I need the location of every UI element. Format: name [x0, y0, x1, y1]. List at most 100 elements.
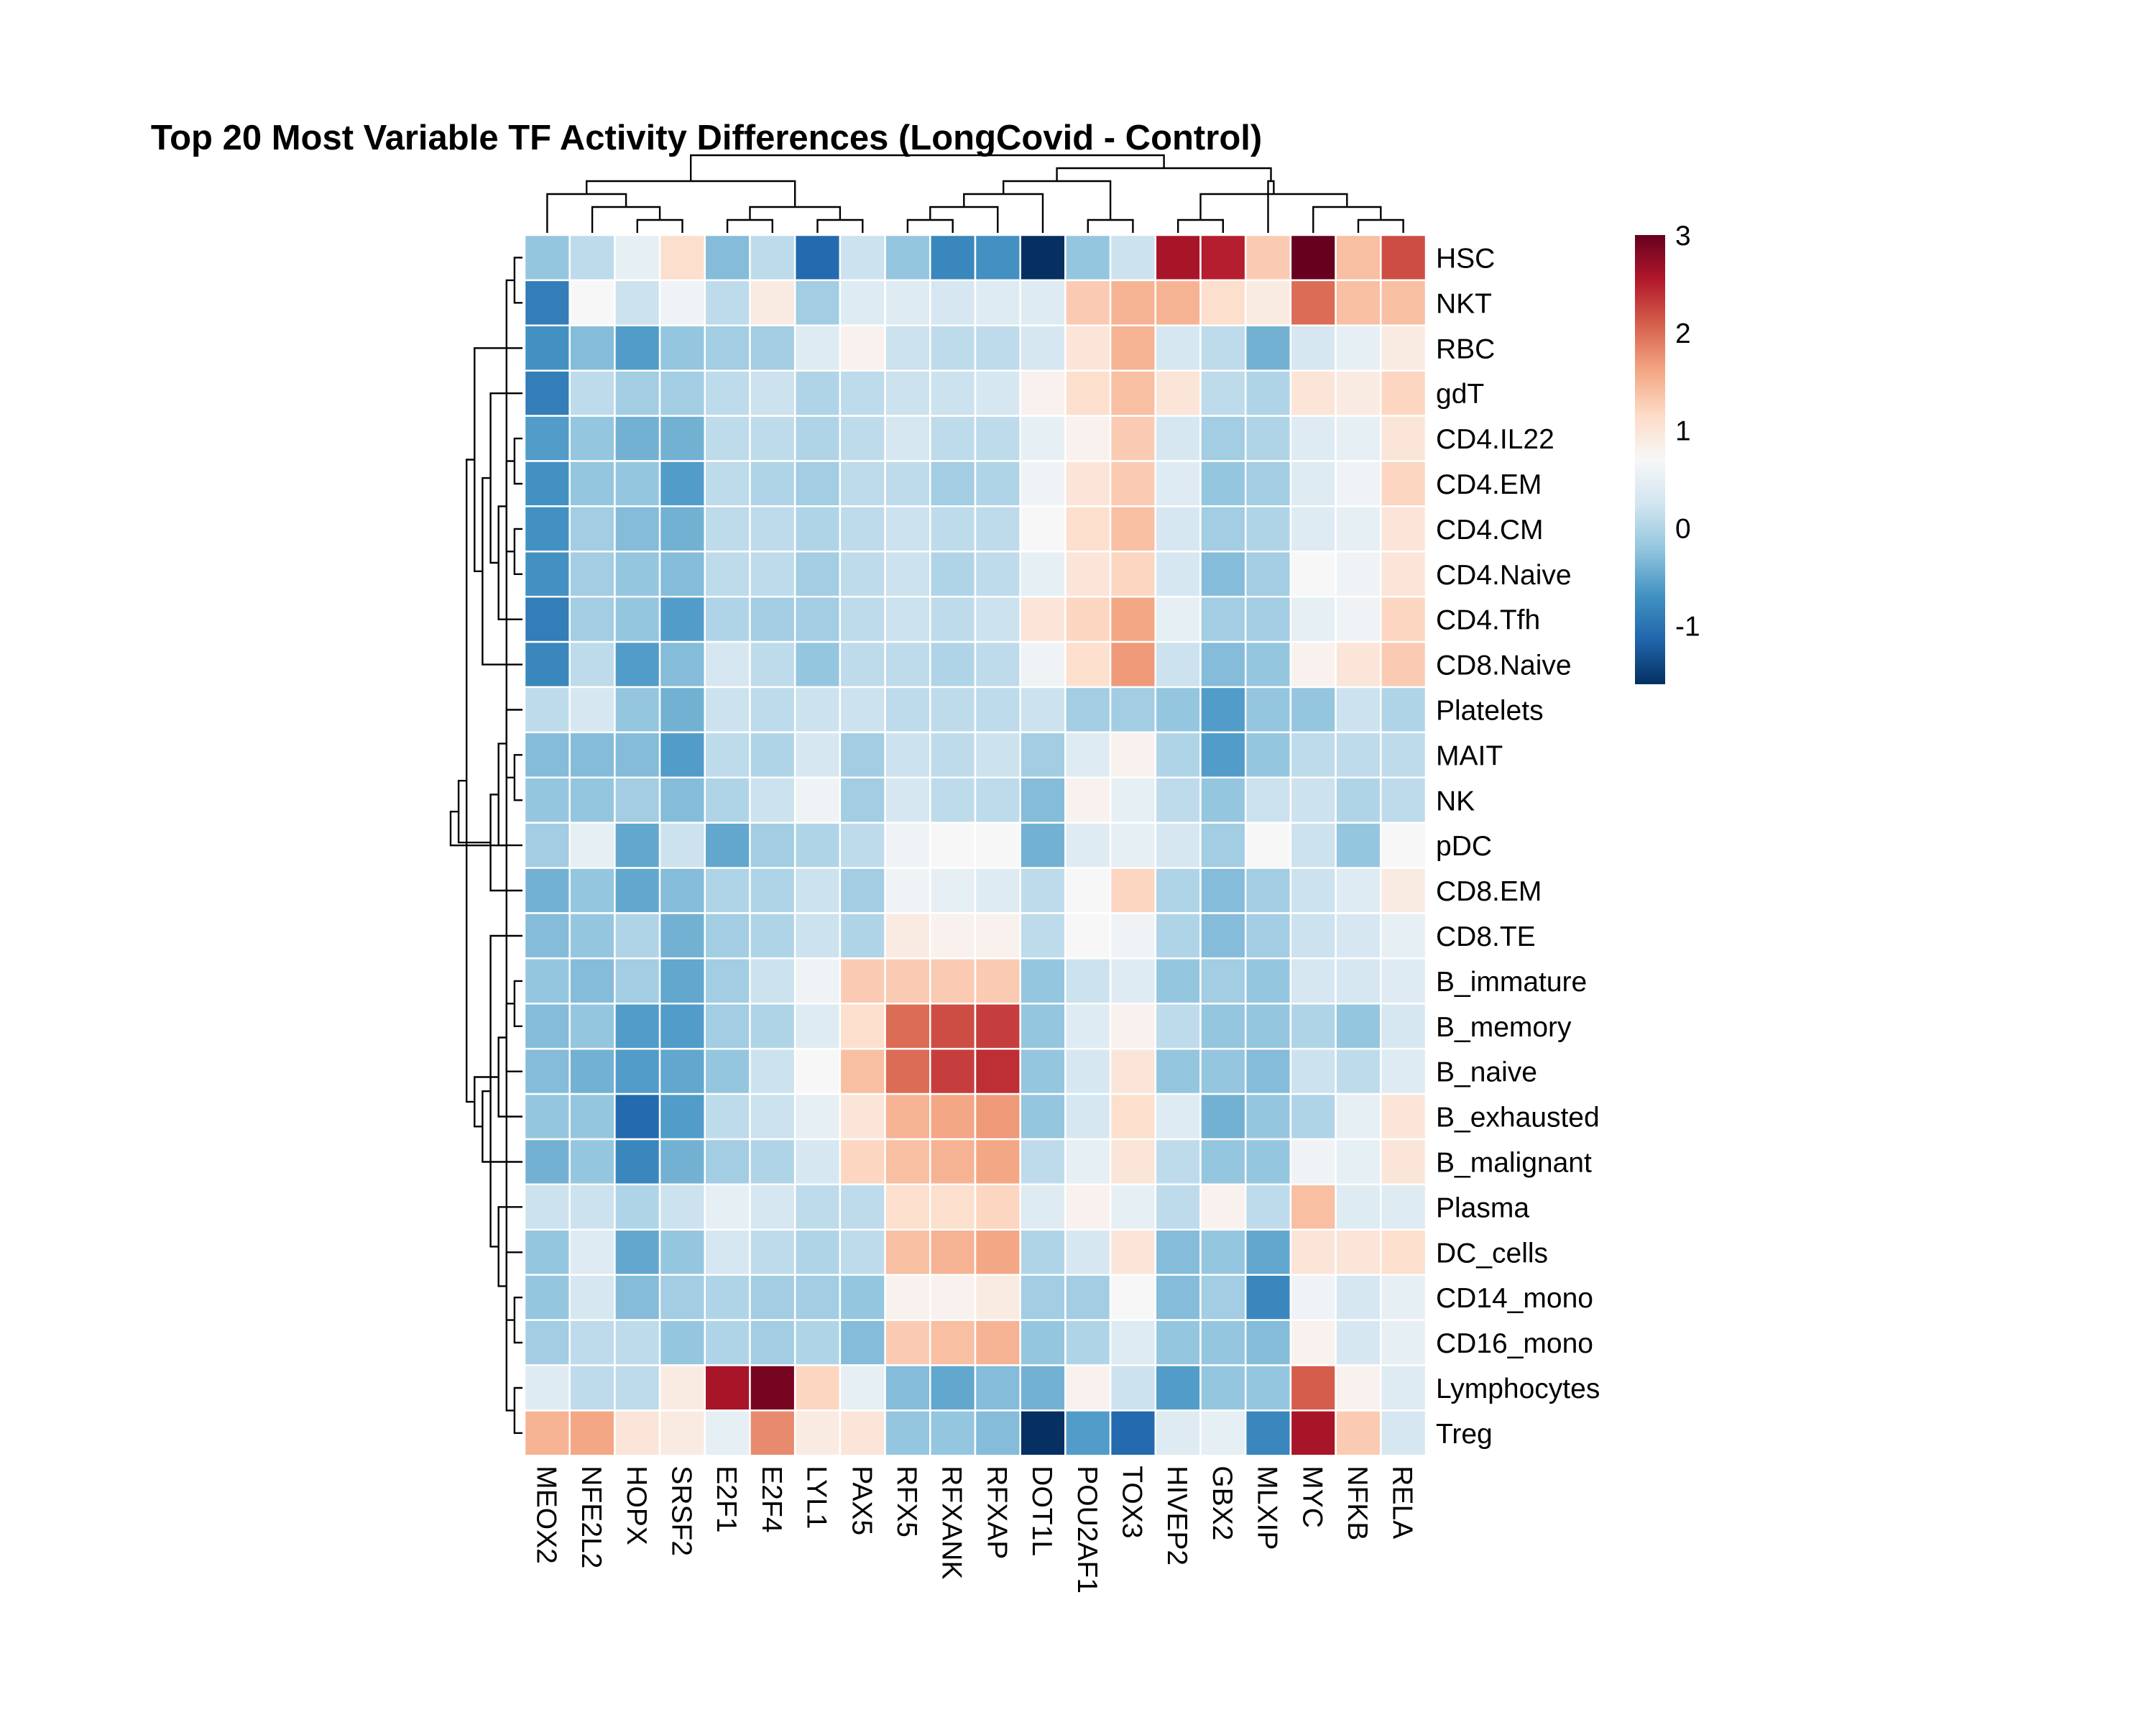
heatmap-cell-CD8.TE-POU2AF1 [1064, 912, 1112, 960]
heatmap-cell-CD8.EM-HOPX [614, 867, 661, 914]
heatmap-cell-CD4.CM-SRSF2 [658, 505, 706, 553]
heatmap-cell-CD8.TE-MYC [1289, 912, 1337, 960]
heatmap-cell-Plasma-NFKB [1335, 1183, 1382, 1231]
heatmap-cell-CD4.EM-MEOX2 [523, 460, 571, 507]
dendrogram-branch [513, 257, 522, 304]
heatmap-cell-CD14_mono-HIVEP2 [1154, 1274, 1202, 1321]
heatmap-cell-B_memory-E2F4 [749, 1003, 796, 1050]
heatmap-cell-CD8.TE-DOT1L [1019, 912, 1067, 960]
heatmap-cell-CD4.CM-MYC [1289, 505, 1337, 553]
heatmap-cell-B_memory-NFE2L2 [568, 1003, 616, 1050]
heatmap-cell-CD4.IL22-LYL1 [793, 415, 842, 462]
heatmap-cell-CD16_mono-DOT1L [1019, 1319, 1067, 1366]
heatmap-cell-CD4.EM-RFX5 [884, 460, 931, 507]
dendrogram-branch [505, 460, 515, 553]
heatmap-cell-RBC-RFX5 [884, 324, 931, 372]
heatmap-cell-CD8.Naive-DOT1L [1019, 640, 1067, 689]
heatmap-cell-B_immature-GBX2 [1199, 957, 1247, 1005]
heatmap-cell-CD8.TE-RFXAP [974, 912, 1021, 960]
heatmap-cell-DC_cells-E2F1 [704, 1228, 751, 1276]
heatmap-cell-Treg-RFX5 [884, 1409, 931, 1457]
heatmap-cell-pDC-RFXANK [929, 822, 977, 869]
heatmap-cell-DC_cells-RFX5 [884, 1228, 931, 1276]
heatmap-cell-CD14_mono-RELA [1380, 1274, 1427, 1321]
heatmap-cell-gdT-RELA [1380, 369, 1427, 417]
heatmap-cell-B_naive-RFX5 [884, 1047, 931, 1095]
heatmap-cell-MAIT-RFXAP [974, 731, 1021, 779]
heatmap-cell-CD8.EM-HIVEP2 [1154, 867, 1202, 914]
heatmap-cell-CD4.IL22-TOX3 [1109, 415, 1157, 462]
heatmap-cell-CD16_mono-MYC [1289, 1319, 1337, 1366]
heatmap-cell-CD14_mono-DOT1L [1019, 1274, 1067, 1321]
heatmap-cell-B_exhausted-RELA [1380, 1092, 1427, 1141]
heatmap-cell-DC_cells-NFKB [1335, 1228, 1382, 1276]
heatmap-cell-MAIT-HIVEP2 [1154, 731, 1202, 779]
heatmap-cell-CD8.TE-RFX5 [884, 912, 931, 960]
heatmap-cell-B_memory-TOX3 [1109, 1003, 1157, 1050]
heatmap-cell-CD8.Naive-MYC [1289, 640, 1337, 689]
heatmap-cell-gdT-MYC [1289, 369, 1337, 417]
heatmap-cell-Platelets-LYL1 [793, 686, 842, 734]
heatmap-cell-CD8.Naive-E2F4 [749, 640, 796, 689]
heatmap-cell-pDC-POU2AF1 [1064, 822, 1112, 869]
heatmap-cell-RBC-RFXANK [929, 324, 977, 372]
heatmap-cell-CD8.EM-NFKB [1335, 867, 1382, 914]
heatmap-cell-B_malignant-NFKB [1335, 1138, 1382, 1186]
heatmap-cell-B_memory-RFXAP [974, 1003, 1021, 1050]
heatmap-cell-gdT-HIVEP2 [1154, 369, 1202, 417]
heatmap-cell-CD4.EM-DOT1L [1019, 460, 1067, 507]
heatmap-cell-MAIT-DOT1L [1019, 731, 1067, 779]
heatmap-cell-B_exhausted-E2F4 [749, 1092, 796, 1141]
heatmap-cell-CD4.Naive-MLXIP [1244, 551, 1292, 598]
row-label: Plasma [1436, 1192, 1529, 1223]
heatmap-cell-Lymphocytes-DOT1L [1019, 1364, 1067, 1412]
heatmap-cell-RBC-GBX2 [1199, 324, 1247, 372]
heatmap-cell-B_exhausted-HIVEP2 [1154, 1092, 1202, 1141]
heatmap-cell-Treg-SRSF2 [658, 1409, 706, 1457]
heatmap-cell-CD14_mono-SRSF2 [658, 1274, 706, 1321]
heatmap-cell-pDC-MYC [1289, 822, 1337, 869]
heatmap-cell-B_memory-DOT1L [1019, 1003, 1067, 1050]
heatmap-cell-Treg-HIVEP2 [1154, 1409, 1202, 1457]
heatmap-cell-gdT-PAX5 [839, 369, 886, 417]
heatmap-cell-CD4.CM-HOPX [614, 505, 661, 553]
column-label: RFXANK [936, 1466, 967, 1579]
heatmap-cell-NKT-MYC [1289, 279, 1337, 327]
column-labels: MEOX2 NFE2L2 HOPX SRSF2 E2F1 E2F4 LYL1 PAX5 RFX5… [530, 1466, 1417, 1593]
heatmap-cell-NKT-MEOX2 [523, 279, 571, 327]
heatmap-cell-RBC-MYC [1289, 324, 1337, 372]
heatmap-cell-B_immature-HOPX [614, 957, 661, 1005]
heatmap-cell-MAIT-LYL1 [793, 731, 842, 779]
heatmap-cell-CD8.Naive-MEOX2 [523, 640, 571, 689]
heatmap-cell-Plasma-RELA [1380, 1183, 1427, 1231]
heatmap-cell-Treg-MLXIP [1244, 1409, 1292, 1457]
heatmap-cell-CD4.Tfh-TOX3 [1109, 595, 1157, 643]
heatmap-cell-CD8.TE-E2F4 [749, 912, 796, 960]
heatmap-cells [523, 234, 1427, 1457]
heatmap-cell-CD16_mono-HOPX [614, 1319, 661, 1366]
heatmap-cell-HSC-PAX5 [839, 234, 886, 282]
dendrogram-branch [1357, 218, 1404, 233]
heatmap-cell-NK-NFKB [1335, 776, 1382, 824]
heatmap-cell-Treg-RELA [1380, 1409, 1427, 1457]
heatmap-cell-gdT-HOPX [614, 369, 661, 417]
heatmap-cell-CD8.EM-RFX5 [884, 867, 931, 914]
heatmap-cell-B_malignant-RFXANK [929, 1138, 977, 1186]
heatmap-cell-HSC-HIVEP2 [1154, 234, 1202, 282]
heatmap-cell-CD4.Naive-LYL1 [793, 551, 842, 598]
heatmap-cell-CD4.CM-MEOX2 [523, 505, 571, 553]
heatmap-cell-CD8.Naive-GBX2 [1199, 640, 1247, 689]
heatmap-cell-CD8.EM-RFXAP [974, 867, 1021, 914]
heatmap-cell-CD8.Naive-LYL1 [793, 640, 842, 689]
heatmap-cell-CD8.EM-LYL1 [793, 867, 842, 914]
heatmap-cell-CD4.IL22-NFKB [1335, 415, 1382, 462]
heatmap-cell-Lymphocytes-LYL1 [793, 1364, 842, 1412]
heatmap-cell-B_naive-E2F4 [749, 1047, 796, 1095]
heatmap-cell-gdT-RFXAP [974, 369, 1021, 417]
heatmap-cell-B_naive-NFE2L2 [568, 1047, 616, 1095]
heatmap-cell-B_malignant-RFXAP [974, 1138, 1021, 1186]
heatmap-cell-CD4.Naive-RFXANK [929, 551, 977, 598]
heatmap-cell-CD14_mono-RFXANK [929, 1274, 977, 1321]
heatmap-cell-Lymphocytes-RELA [1380, 1364, 1427, 1412]
heatmap-cell-B_exhausted-NFE2L2 [568, 1092, 616, 1141]
